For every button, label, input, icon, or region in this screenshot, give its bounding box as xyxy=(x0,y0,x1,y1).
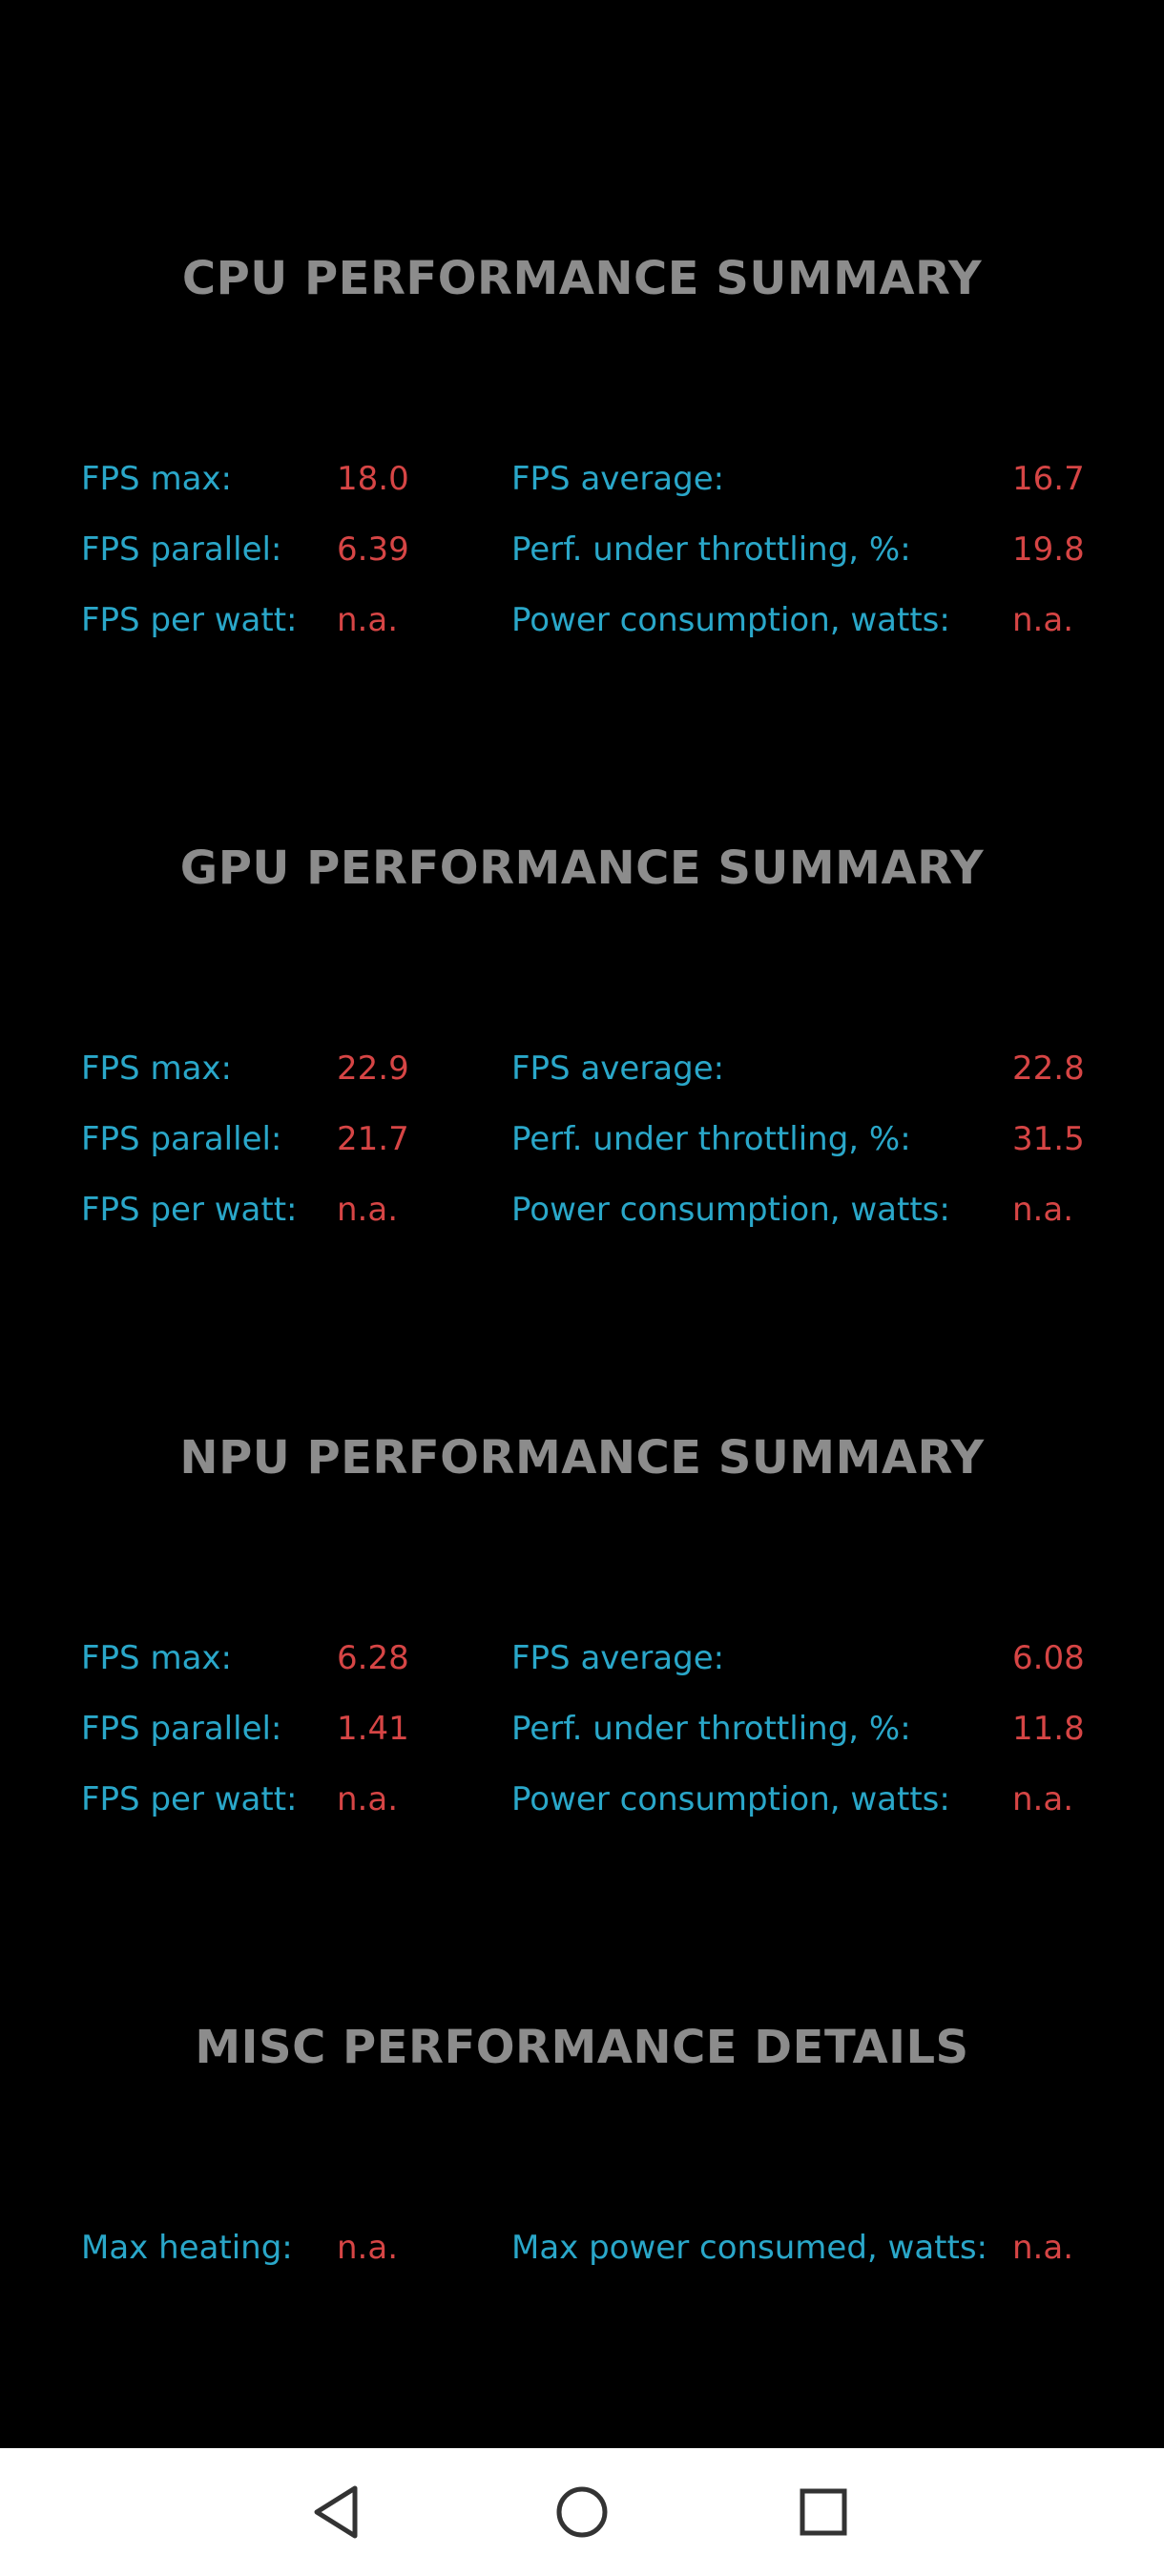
metric-label: Max heating: xyxy=(81,2229,293,2267)
metric-label: Power consumption, watts: xyxy=(511,1191,950,1229)
metric-label: Perf. under throttling, %: xyxy=(511,1120,911,1158)
metric-value: n.a. xyxy=(1012,601,1073,639)
metric-label: FPS per watt: xyxy=(81,1191,298,1229)
metric-label: FPS max: xyxy=(81,460,232,498)
metric-label: FPS max: xyxy=(81,1049,232,1088)
metric-value: n.a. xyxy=(337,601,398,639)
section-title: GPU PERFORMANCE SUMMARY xyxy=(179,841,985,895)
metric-value: 21.7 xyxy=(337,1120,409,1158)
metric-value: 6.39 xyxy=(337,530,409,569)
metric-label: FPS parallel: xyxy=(81,530,282,569)
section-title: CPU PERFORMANCE SUMMARY xyxy=(181,252,983,305)
metric-value: 31.5 xyxy=(1012,1120,1085,1158)
metric-value: n.a. xyxy=(1012,2229,1073,2267)
metric-label: FPS average: xyxy=(511,460,725,498)
table-row: Max heating: n.a. Max power consumed, wa… xyxy=(0,2223,1164,2273)
system-navigation-bar xyxy=(0,2448,1164,2576)
section-title: MISC PERFORMANCE DETAILS xyxy=(195,2021,969,2074)
home-button[interactable] xyxy=(539,2469,625,2555)
metric-label: FPS parallel: xyxy=(81,1710,282,1748)
metric-label: Perf. under throttling, %: xyxy=(511,530,911,569)
metric-label: Perf. under throttling, %: xyxy=(511,1710,911,1748)
metric-label: Power consumption, watts: xyxy=(511,1780,950,1818)
metric-value: 16.7 xyxy=(1012,460,1085,498)
table-row: FPS parallel: 21.7 Perf. under throttlin… xyxy=(0,1114,1164,1164)
metric-label: FPS parallel: xyxy=(81,1120,282,1158)
metric-value: 11.8 xyxy=(1012,1710,1085,1748)
section-title: NPU PERFORMANCE SUMMARY xyxy=(179,1431,985,1485)
back-button[interactable] xyxy=(296,2469,382,2555)
back-triangle-icon xyxy=(314,2485,358,2539)
metric-label: Power consumption, watts: xyxy=(511,601,950,639)
metric-value: 18.0 xyxy=(337,460,409,498)
metric-label: Max power consumed, watts: xyxy=(511,2229,988,2267)
home-circle-icon xyxy=(556,2486,608,2538)
table-row: FPS max: 6.28 FPS average: 6.08 xyxy=(0,1633,1164,1683)
metric-value: n.a. xyxy=(337,2229,398,2267)
table-row: FPS per watt: n.a. Power consumption, wa… xyxy=(0,1775,1164,1824)
metric-value: 22.8 xyxy=(1012,1049,1085,1088)
table-row: FPS per watt: n.a. Power consumption, wa… xyxy=(0,595,1164,645)
table-row: FPS max: 18.0 FPS average: 16.7 xyxy=(0,454,1164,504)
metric-value: n.a. xyxy=(337,1780,398,1818)
recents-square-icon xyxy=(800,2488,847,2536)
metric-value: n.a. xyxy=(1012,1780,1073,1818)
summary-screen: CPU PERFORMANCE SUMMARY FPS max: 18.0 FP… xyxy=(0,252,1164,2273)
recents-button[interactable] xyxy=(780,2469,866,2555)
metric-value: 1.41 xyxy=(337,1710,409,1748)
metric-value: 6.28 xyxy=(337,1639,409,1677)
metric-value: 22.9 xyxy=(337,1049,409,1088)
metric-label: FPS average: xyxy=(511,1049,725,1088)
table-row: FPS parallel: 1.41 Perf. under throttlin… xyxy=(0,1704,1164,1754)
metric-label: FPS per watt: xyxy=(81,1780,298,1818)
table-row: FPS parallel: 6.39 Perf. under throttlin… xyxy=(0,525,1164,574)
metric-label: FPS per watt: xyxy=(81,601,298,639)
metric-value: 6.08 xyxy=(1012,1639,1085,1677)
metric-label: FPS average: xyxy=(511,1639,725,1677)
table-row: FPS max: 22.9 FPS average: 22.8 xyxy=(0,1044,1164,1093)
table-row: FPS per watt: n.a. Power consumption, wa… xyxy=(0,1185,1164,1235)
metric-value: n.a. xyxy=(337,1191,398,1229)
metric-label: FPS max: xyxy=(81,1639,232,1677)
metric-value: 19.8 xyxy=(1012,530,1085,569)
metric-value: n.a. xyxy=(1012,1191,1073,1229)
